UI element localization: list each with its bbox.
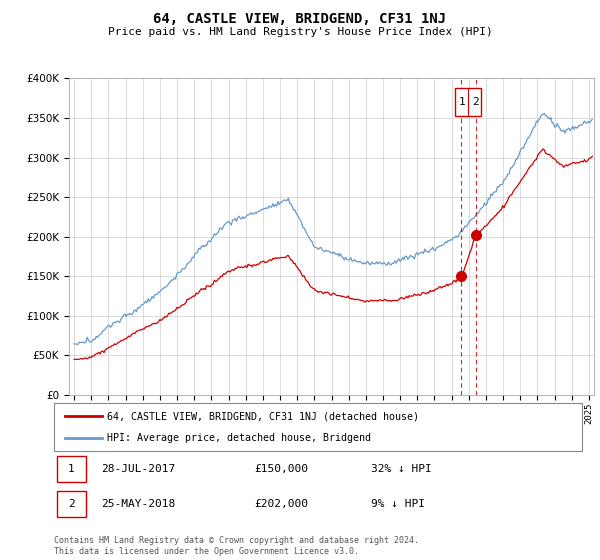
Text: Contains HM Land Registry data © Crown copyright and database right 2024.
This d: Contains HM Land Registry data © Crown c…	[54, 536, 419, 556]
Text: 2: 2	[473, 97, 479, 107]
Text: HPI: Average price, detached house, Bridgend: HPI: Average price, detached house, Brid…	[107, 433, 371, 443]
Text: £150,000: £150,000	[254, 464, 308, 474]
Text: 64, CASTLE VIEW, BRIDGEND, CF31 1NJ: 64, CASTLE VIEW, BRIDGEND, CF31 1NJ	[154, 12, 446, 26]
FancyBboxPatch shape	[56, 456, 86, 482]
Text: 1: 1	[68, 464, 74, 474]
Text: 28-JUL-2017: 28-JUL-2017	[101, 464, 176, 474]
Text: 1: 1	[459, 97, 466, 107]
Text: £202,000: £202,000	[254, 498, 308, 508]
Text: 32% ↓ HPI: 32% ↓ HPI	[371, 464, 431, 474]
Text: 25-MAY-2018: 25-MAY-2018	[101, 498, 176, 508]
Text: 9% ↓ HPI: 9% ↓ HPI	[371, 498, 425, 508]
FancyBboxPatch shape	[455, 88, 481, 116]
Text: 64, CASTLE VIEW, BRIDGEND, CF31 1NJ (detached house): 64, CASTLE VIEW, BRIDGEND, CF31 1NJ (det…	[107, 411, 419, 421]
Text: 2: 2	[68, 498, 74, 508]
FancyBboxPatch shape	[56, 491, 86, 516]
Text: Price paid vs. HM Land Registry's House Price Index (HPI): Price paid vs. HM Land Registry's House …	[107, 27, 493, 37]
